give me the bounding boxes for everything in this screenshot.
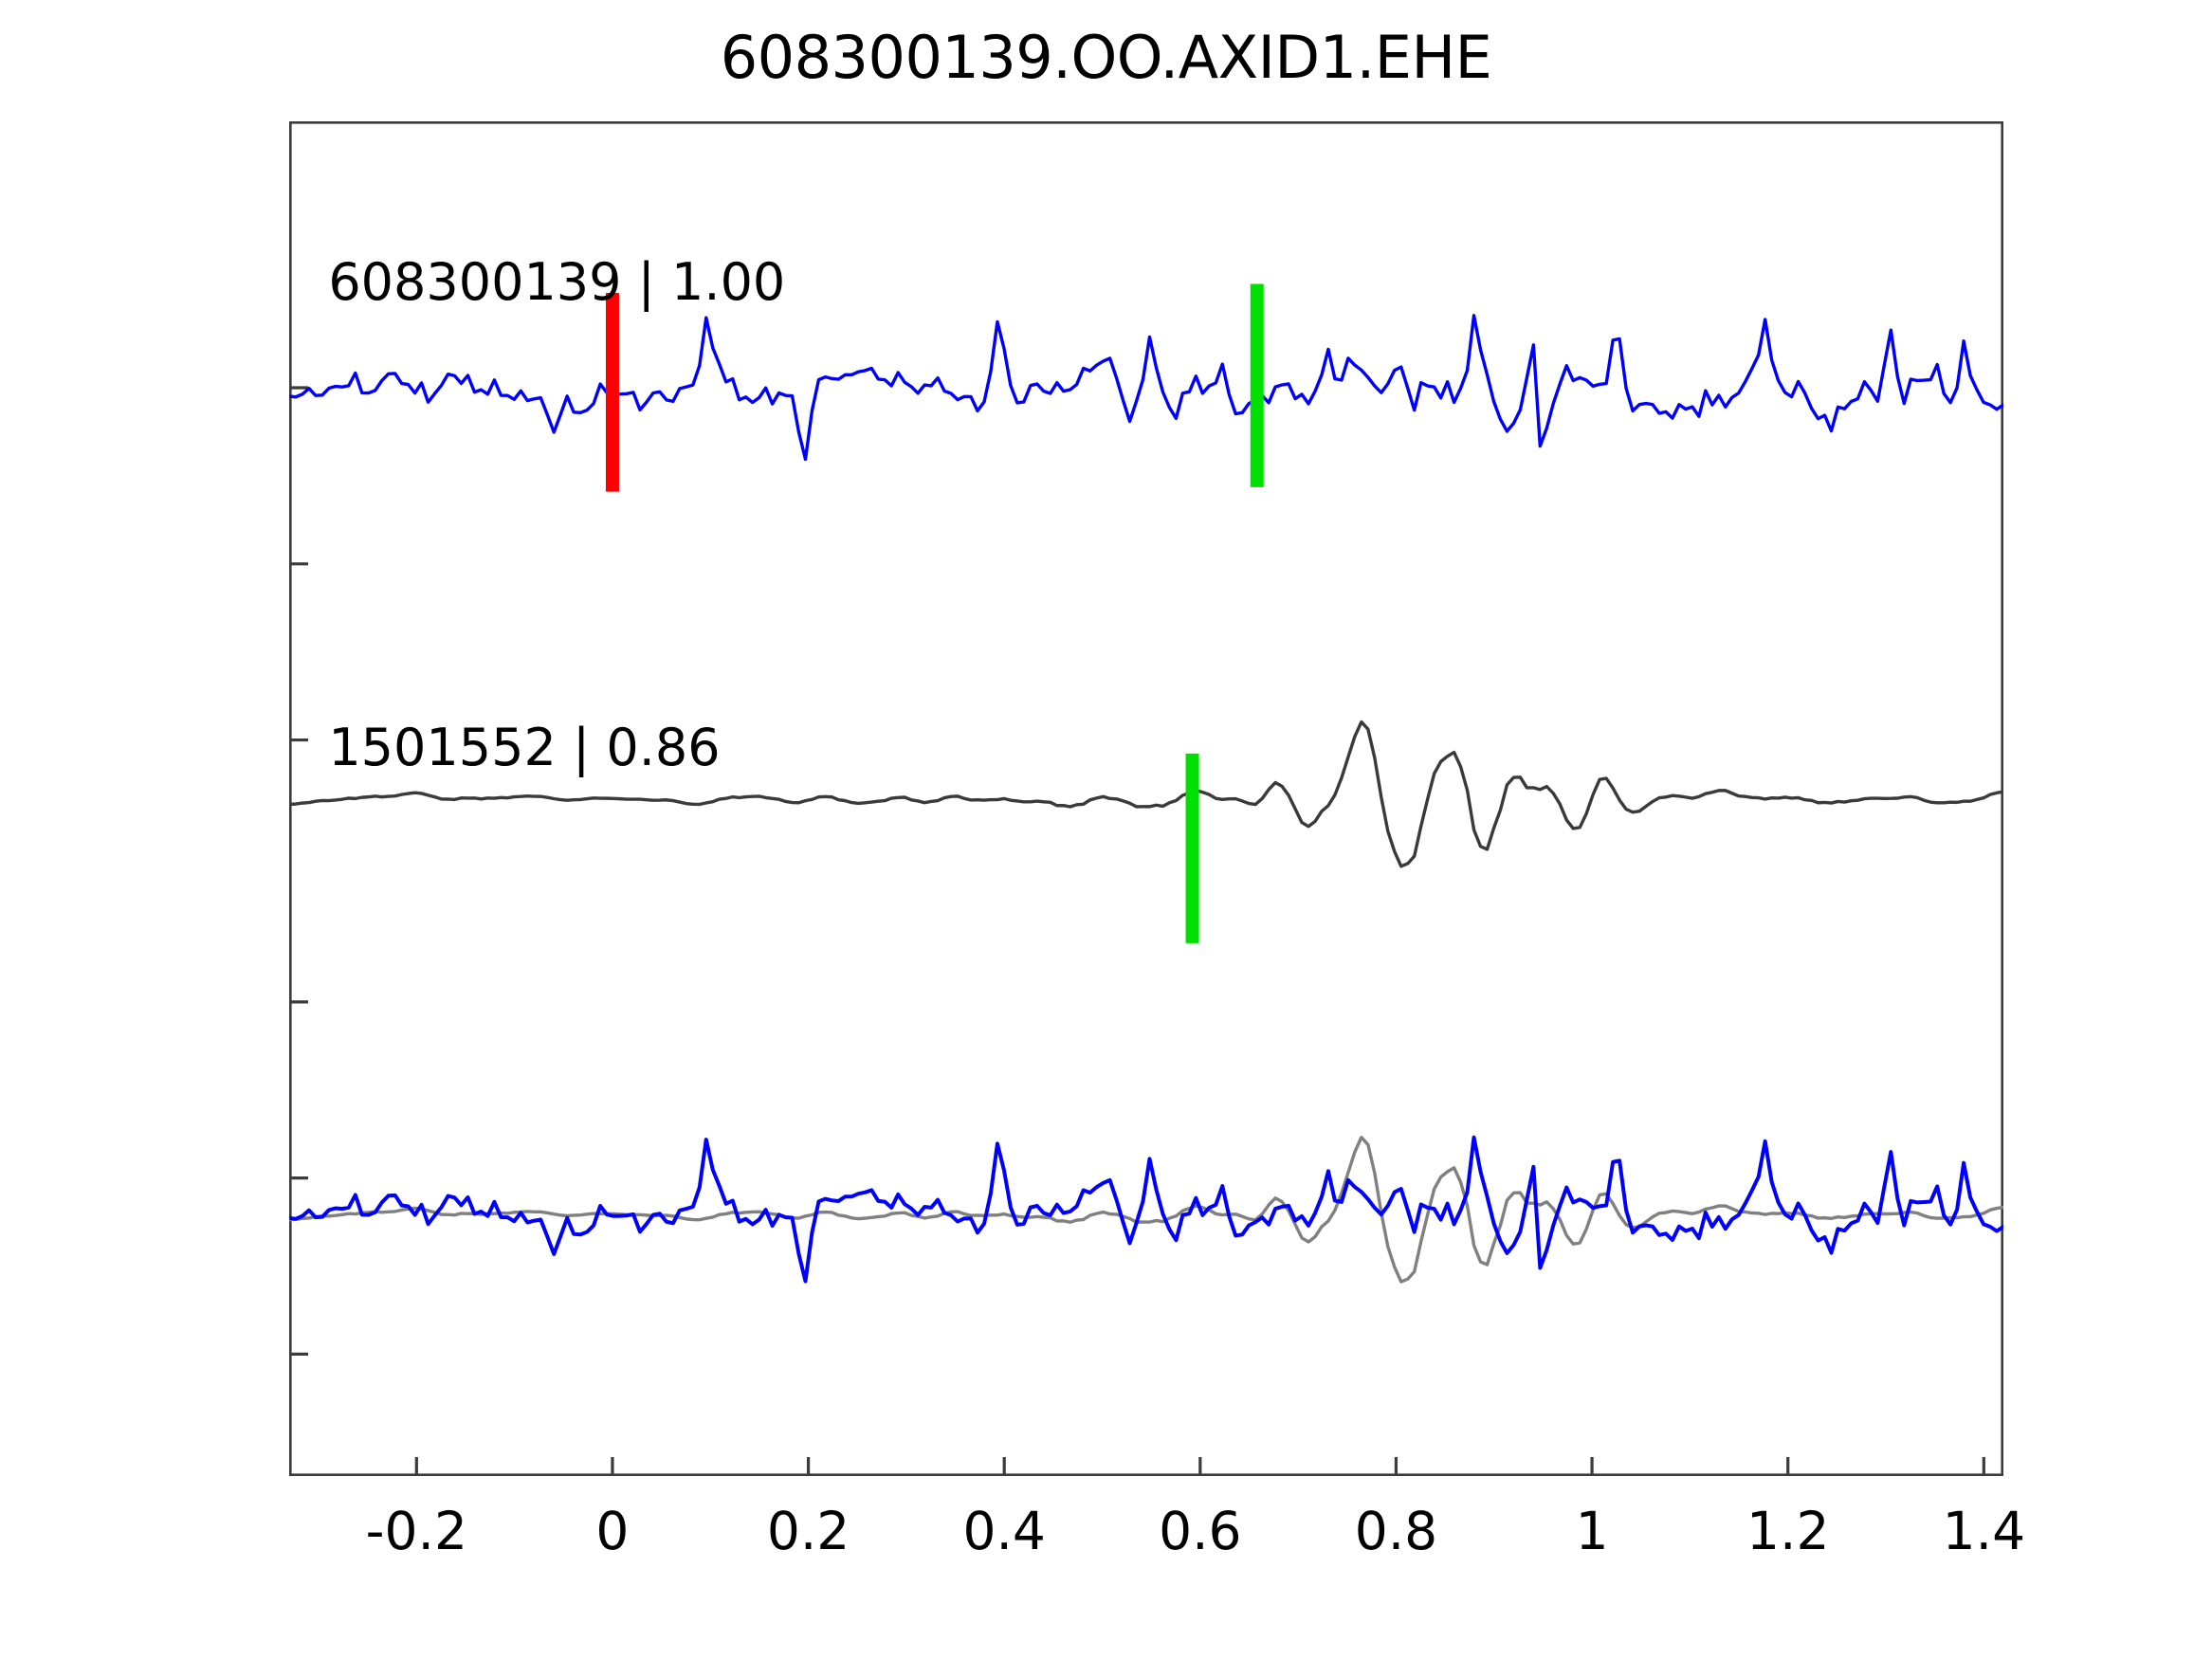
x-axis-tick-label: 0: [595, 1501, 630, 1561]
trace-label-608300139: 608300139 | 1.00: [328, 252, 786, 313]
x-axis-tick-label: 0.4: [962, 1501, 1046, 1561]
x-axis-tick-label: 0.6: [1159, 1501, 1242, 1561]
x-axis-tick-label: 0.2: [766, 1501, 850, 1561]
waveform-overlay-template: [289, 1135, 2003, 1284]
waveform-overlay-detection: [289, 1136, 2003, 1284]
axes-frame: [289, 121, 2003, 1476]
x-axis-tick-label: -0.2: [365, 1501, 467, 1561]
page-title: 608300139.OO.AXID1.EHE: [720, 23, 1492, 92]
plot-axes: -0.2 0 0.2 0.4 0.6 0.8 1 1.2 1.4 608300139 | 1.00…: [289, 121, 2025, 1561]
waveform-template-trace: [289, 314, 2003, 462]
waveform-plot: [289, 121, 2003, 1476]
x-axis-tick-label: 1.2: [1746, 1501, 1830, 1561]
waveform-detection-trace: [289, 720, 2003, 868]
x-axis-tick-label: 0.8: [1354, 1501, 1438, 1561]
x-axis-tick-label: 1.4: [1942, 1501, 2026, 1561]
trace-label-1501552: 1501552 | 0.86: [328, 717, 721, 777]
x-axis-tick-label: 1: [1575, 1501, 1609, 1561]
tick-marks: [289, 386, 1985, 1476]
